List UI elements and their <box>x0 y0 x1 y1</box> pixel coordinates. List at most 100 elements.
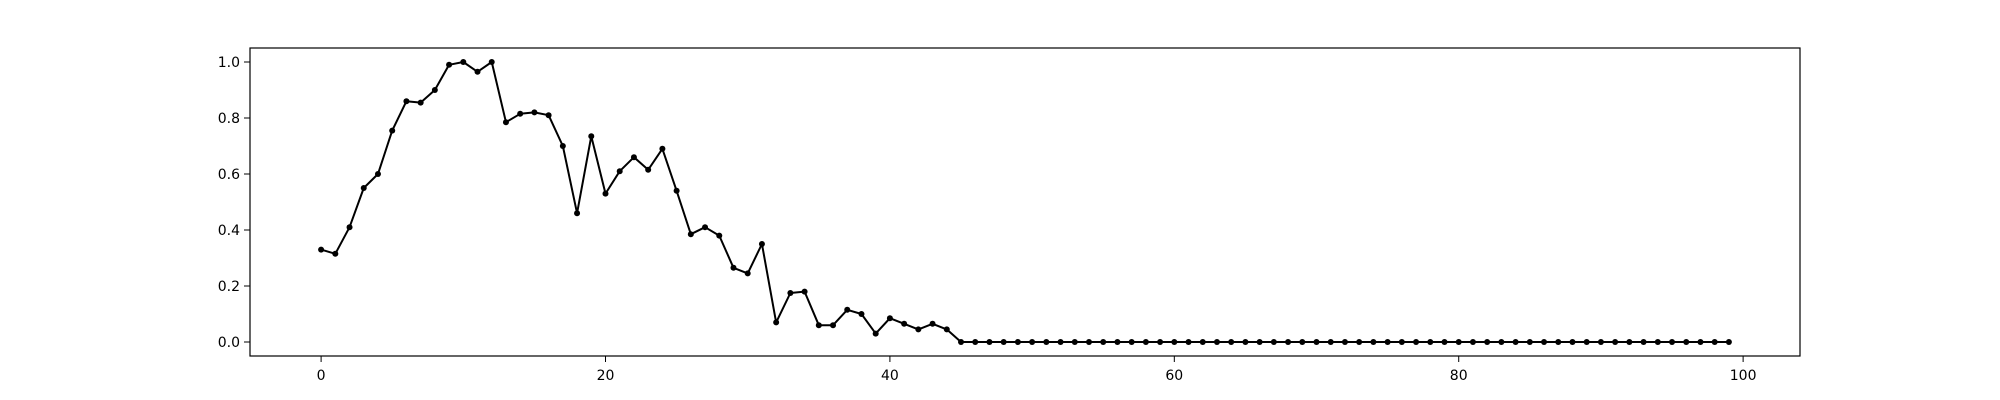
data-point <box>1427 339 1434 345</box>
data-point <box>1313 339 1320 345</box>
data-point <box>1711 339 1718 345</box>
data-point <box>1384 339 1391 345</box>
data-point <box>1256 339 1263 345</box>
data-point <box>389 127 396 134</box>
data-point <box>1612 339 1619 345</box>
data-point <box>1228 339 1235 345</box>
data-point <box>773 319 780 326</box>
data-point <box>844 306 851 313</box>
data-point <box>1597 339 1604 345</box>
y-axis: 0.0 0.2 0.4 0.6 0.8 1.0 <box>218 55 250 351</box>
data-point <box>716 232 723 239</box>
data-point <box>1142 339 1149 345</box>
data-point <box>1029 339 1036 345</box>
data-point <box>559 143 566 149</box>
x-tick-label: 60 <box>1165 368 1183 384</box>
data-point <box>1000 339 1007 345</box>
data-point <box>758 241 765 247</box>
data-point <box>659 145 666 152</box>
data-point <box>1370 339 1377 345</box>
data-point <box>943 326 950 333</box>
data-point <box>1640 339 1647 345</box>
data-point <box>488 59 495 65</box>
data-point <box>502 119 509 126</box>
data-point <box>431 87 438 93</box>
data-point <box>886 315 893 322</box>
data-point <box>929 320 936 327</box>
data-point <box>360 185 367 191</box>
data-point <box>630 154 637 161</box>
data-point <box>1341 339 1348 345</box>
data-point <box>1014 339 1021 345</box>
data-point <box>1669 339 1676 345</box>
data-point <box>1469 339 1476 345</box>
x-tick-label: 20 <box>597 368 615 384</box>
y-tick-label: 0.2 <box>218 279 240 295</box>
data-point <box>1057 339 1064 345</box>
data-point <box>1555 339 1562 345</box>
data-point <box>972 339 979 345</box>
data-point <box>1199 339 1206 345</box>
y-tick-label: 1.0 <box>218 55 240 71</box>
data-point <box>1526 339 1533 345</box>
data-point <box>1114 339 1121 345</box>
data-point <box>1398 339 1405 345</box>
data-point <box>1071 339 1078 345</box>
data-point <box>531 109 538 116</box>
data-point <box>616 168 623 175</box>
data-point <box>1213 339 1220 345</box>
data-point <box>645 166 652 173</box>
data-point <box>1512 339 1519 345</box>
data-point <box>1583 339 1590 345</box>
x-tick-label: 0 <box>317 368 326 384</box>
data-point <box>1725 339 1732 345</box>
data-point <box>958 339 965 345</box>
y-tick-label: 0.4 <box>218 223 240 239</box>
x-tick-label: 100 <box>1730 368 1757 384</box>
data-point <box>602 190 609 197</box>
data-point <box>1171 339 1178 345</box>
data-point <box>1356 339 1363 345</box>
data-point <box>545 112 552 119</box>
data-point <box>574 210 581 217</box>
data-point <box>588 133 595 140</box>
data-point <box>1299 339 1306 345</box>
data-point <box>1157 339 1164 345</box>
data-point <box>815 322 822 329</box>
y-tick-label: 0.8 <box>218 111 240 127</box>
data-point <box>687 231 694 238</box>
data-point <box>1484 339 1491 345</box>
data-point <box>1285 339 1292 345</box>
data-point <box>858 311 865 317</box>
data-point <box>1043 339 1050 345</box>
data-point <box>1455 339 1462 345</box>
data-point <box>403 98 410 105</box>
data-point <box>915 326 922 333</box>
data-point <box>1100 339 1107 345</box>
data-point <box>474 68 481 75</box>
data-point <box>1413 339 1420 345</box>
data-point <box>1683 339 1690 345</box>
data-point <box>1185 339 1192 345</box>
data-point <box>1626 339 1633 345</box>
data-point <box>702 224 709 231</box>
x-tick-label: 40 <box>881 368 899 384</box>
y-tick-label: 0.6 <box>218 167 240 183</box>
data-point <box>730 264 737 271</box>
data-point <box>346 224 353 231</box>
data-point <box>801 288 808 295</box>
data-point <box>1270 339 1277 345</box>
data-point <box>1242 339 1249 345</box>
data-point <box>417 99 424 106</box>
data-point <box>872 330 879 337</box>
x-axis: 0 20 40 60 80 100 <box>317 356 1757 384</box>
data-point <box>1569 339 1576 345</box>
axes-frame <box>249 47 1801 357</box>
data-point <box>744 270 751 277</box>
data-point <box>332 250 339 257</box>
data-point <box>1541 339 1548 345</box>
data-point <box>1654 339 1661 345</box>
plot-area <box>318 59 1732 345</box>
